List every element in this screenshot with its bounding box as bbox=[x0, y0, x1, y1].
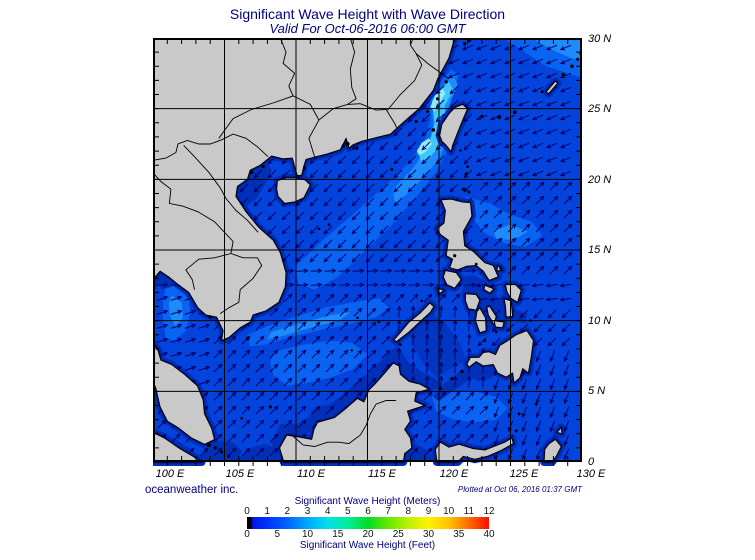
feet-tick: 20 bbox=[362, 529, 374, 540]
plotted-timestamp: Plotted at Oct 06, 2016 01:37 GMT bbox=[457, 485, 582, 494]
lon-label: 110 E bbox=[297, 468, 325, 480]
map-svg bbox=[149, 34, 583, 466]
feet-tick: 15 bbox=[332, 529, 344, 540]
page-title: Significant Wave Height with Wave Direct… bbox=[229, 6, 506, 22]
meters-tick: 6 bbox=[365, 506, 371, 517]
lon-label: 115 E bbox=[368, 468, 396, 480]
lon-label: 105 E bbox=[225, 468, 255, 480]
colorbar-meters-label: Significant Wave Height (Meters) bbox=[294, 496, 441, 507]
colorbar-feet-label: Significant Wave Height (Feet) bbox=[299, 540, 436, 551]
meters-tick: 9 bbox=[425, 506, 432, 517]
lon-label: 120 E bbox=[439, 468, 469, 480]
lat-label: 0 bbox=[588, 456, 595, 468]
lat-label: 25 N bbox=[588, 103, 612, 115]
colorbar-feet-ticks: 0 5 10 15 20 25 30 35 40 bbox=[0, 529, 755, 541]
feet-tick: 40 bbox=[483, 529, 495, 540]
oceanweather-credit: oceanweather inc. bbox=[145, 484, 239, 496]
feet-tick: 0 bbox=[244, 529, 250, 540]
meters-tick: 3 bbox=[304, 506, 311, 517]
meters-tick: 1 bbox=[264, 506, 270, 517]
meters-tick: 4 bbox=[324, 506, 331, 517]
lat-label: 10 N bbox=[588, 315, 612, 327]
colorbar-gradient bbox=[247, 517, 489, 529]
meters-tick: 7 bbox=[385, 506, 391, 517]
valid-time-subtitle: Valid For Oct-06-2016 06:00 GMT bbox=[269, 21, 466, 36]
lon-label: 100 E bbox=[155, 468, 185, 480]
feet-tick: 30 bbox=[422, 529, 435, 540]
feet-tick: 25 bbox=[392, 529, 404, 540]
lat-label: 5 N bbox=[588, 385, 606, 397]
feet-tick: 10 bbox=[301, 529, 314, 540]
meters-tick: 11 bbox=[463, 506, 475, 517]
lat-label: 15 N bbox=[588, 244, 612, 256]
feet-tick: 5 bbox=[274, 529, 281, 540]
lon-label: 130 E bbox=[576, 468, 606, 480]
meters-tick: 5 bbox=[345, 506, 351, 517]
meters-tick: 10 bbox=[443, 506, 455, 517]
lat-label: 20 N bbox=[588, 174, 612, 186]
meters-tick: 12 bbox=[483, 506, 495, 517]
wave-map bbox=[149, 34, 583, 468]
meters-tick: 2 bbox=[284, 506, 291, 517]
colorbar-meters-ticks: 0 1 2 3 4 5 6 7 8 9 10 11 12 bbox=[0, 506, 755, 518]
lat-label: 30 N bbox=[588, 33, 612, 45]
feet-tick: 35 bbox=[453, 529, 465, 540]
meters-tick: 0 bbox=[244, 506, 250, 517]
lon-label: 125 E bbox=[509, 468, 539, 480]
meters-tick: 8 bbox=[405, 506, 412, 517]
